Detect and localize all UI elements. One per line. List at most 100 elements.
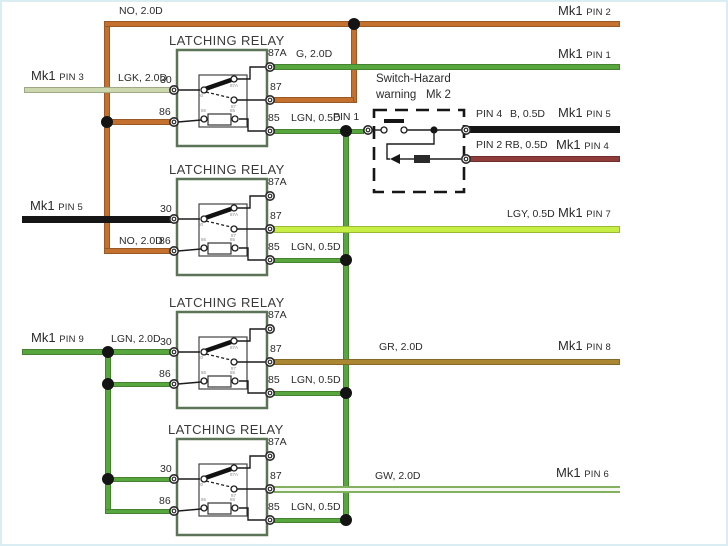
relay-1-label-85: 85 [268, 112, 280, 124]
node-label-pin1: PIN 1 [333, 111, 360, 123]
wire-no-to-relay1-86 [104, 119, 176, 125]
junction-dot [101, 116, 113, 128]
connector-label-mk1-pin8: Mk1 PIN 8 [558, 338, 611, 353]
wire-lgn-relay1-85 [274, 129, 364, 134]
terminal-85 [265, 515, 276, 526]
relay-1-label-86: 86 [159, 106, 171, 118]
junction-dot [102, 378, 114, 390]
svg-text:86: 86 [201, 370, 207, 375]
wire-label-lgn-4: LGN, 0.5D [291, 501, 341, 513]
wire-lgn-relay4-85 [274, 518, 346, 523]
wire-g-output [274, 64, 620, 70]
relay-3-label-87a: 87A [268, 309, 287, 321]
terminal-85 [265, 255, 276, 266]
wire-label-no-2: NO, 2.0D [119, 235, 163, 247]
wire-lgn-relay3-85 [274, 391, 346, 396]
wire-lgn-to-relay3-86 [105, 382, 176, 387]
terminal-85 [265, 126, 276, 137]
connector-label-mk1-pin7: Mk1 PIN 7 [558, 205, 611, 220]
terminal-87 [265, 483, 276, 494]
svg-text:87A: 87A [230, 345, 238, 350]
relay-4-label-87a: 87A [268, 436, 287, 448]
relay-3-label-30: 30 [160, 336, 172, 348]
wire-label-lgn-2: LGN, 0.5D [291, 241, 341, 253]
hazard-title-mk2: Mk 2 [426, 89, 451, 101]
wire-label-gw: GW, 2.0D [375, 470, 421, 482]
wire-label-lgk: LGK, 2.0D [118, 72, 168, 84]
connector-label-mk1-pin1: Mk1 PIN 1 [558, 46, 611, 61]
wire-label-no-top: NO, 2.0D [119, 5, 163, 17]
relay-3-title: LATCHING RELAY [169, 295, 285, 310]
switch-bar [384, 119, 404, 123]
relay-coil [207, 242, 232, 255]
relay-2-label-86: 86 [159, 235, 171, 247]
relay-switch-arm [204, 206, 232, 221]
terminal-pin2 [461, 153, 472, 164]
relay-4-label-86: 86 [159, 495, 171, 507]
wire-no-to-relay1-87 [274, 97, 354, 103]
junction-dot [348, 18, 360, 30]
terminal-86 [169, 379, 179, 390]
svg-text:87: 87 [231, 104, 237, 109]
wire-no-left-vertical [104, 21, 110, 254]
svg-text:85: 85 [230, 497, 236, 502]
relay-2-label-87a: 87A [268, 176, 287, 188]
resistor-symbol [414, 155, 430, 163]
relay-coil [207, 375, 232, 388]
junction-dot [340, 387, 352, 399]
svg-text:87: 87 [231, 366, 237, 371]
wire-lgn-bus-vertical [343, 128, 349, 523]
junction-dot [102, 473, 114, 485]
relay-3-label-86: 86 [159, 368, 171, 380]
relay-body [175, 310, 269, 410]
svg-text:85: 85 [230, 370, 236, 375]
hazard-switch-box [363, 108, 472, 194]
relay-4-label-85: 85 [268, 501, 280, 513]
relay-1-title: LATCHING RELAY [169, 33, 285, 48]
terminal-pin1 [363, 124, 373, 135]
svg-text:87A: 87A [230, 212, 238, 217]
hazard-title-line2: warning [376, 89, 417, 101]
wire-label-lgn-3: LGN, 0.5D [291, 374, 341, 386]
hazard-dashed-border [372, 108, 466, 194]
svg-text:86: 86 [201, 237, 207, 242]
wire-lgn-input-pin9 [22, 349, 176, 355]
relay-4-internals: 30 87A 87 86 85 [169, 437, 276, 537]
svg-text:87A: 87A [230, 83, 238, 88]
relay-4-label-87: 87 [270, 470, 282, 482]
relay-coil [207, 113, 232, 126]
relay-1-label-30: 30 [160, 74, 172, 86]
relay-1-internals: 30 87A 87 86 85 [169, 48, 276, 148]
junction-dot [340, 514, 352, 526]
svg-text:86: 86 [201, 108, 207, 113]
wire-gr-output [274, 359, 620, 365]
terminal-30 [169, 213, 179, 224]
wire-label-lgy: LGY, 0.5D [507, 208, 555, 220]
wire-no-right-vertical [351, 21, 357, 103]
terminal-87a [265, 451, 276, 461]
svg-text:87A: 87A [230, 472, 238, 477]
relay-2-label-85: 85 [268, 241, 280, 253]
relay-2-internals: 30 87A 87 86 85 [169, 177, 276, 277]
junction-dot [102, 346, 114, 358]
svg-text:85: 85 [230, 237, 236, 242]
wire-lgn-to-relay4-30 [105, 477, 176, 482]
terminal-87 [265, 356, 276, 367]
relay-coil [207, 502, 232, 515]
hazard-label-pin2: PIN 2 [476, 139, 503, 151]
wire-lgn-relay2-85 [274, 258, 346, 263]
relay-2-label-87: 87 [270, 210, 282, 222]
relay-3-internals: 30 87A 87 86 85 [169, 310, 276, 410]
diode-symbol [390, 154, 400, 164]
relay-3-label-87: 87 [270, 343, 282, 355]
connector-label-mk1-pin5-right: Mk1 PIN 5 [558, 105, 611, 120]
wire-rb-output [469, 156, 620, 162]
svg-text:30: 30 [198, 482, 204, 487]
terminal-87a [265, 62, 276, 72]
wire-label-b: B, 0.5D [510, 108, 546, 120]
svg-text:30: 30 [198, 355, 204, 360]
relay-switch-arm [204, 466, 232, 481]
wire-lgn-to-relay4-86 [105, 509, 176, 514]
relay-2-label-30: 30 [160, 203, 172, 215]
terminal-86 [169, 117, 179, 128]
